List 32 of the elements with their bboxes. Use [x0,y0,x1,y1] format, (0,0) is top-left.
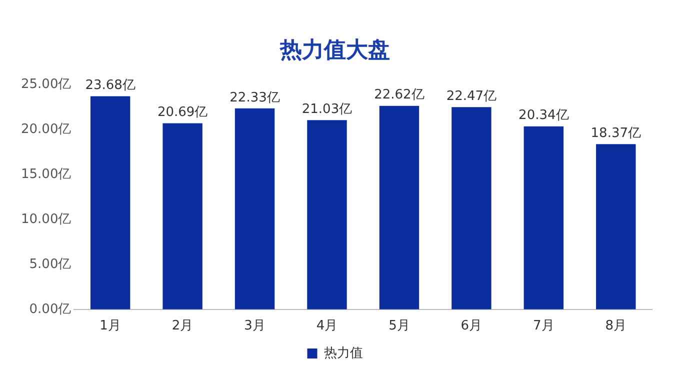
bar [90,96,130,310]
x-tick-label: 3月 [244,318,266,334]
x-tick-label: 4月 [316,318,338,334]
bar [524,126,564,310]
data-label: 18.37亿 [590,126,641,141]
y-tick-label: 25.00亿 [21,76,72,92]
data-label: 22.47亿 [446,89,497,104]
bar [162,123,202,310]
bar [307,120,347,310]
data-label: 20.34亿 [518,108,569,124]
data-label: 21.03亿 [302,102,352,118]
data-label: 22.33亿 [230,90,280,106]
y-tick-label: 15.00亿 [21,166,72,182]
y-tick-label: 0.00亿 [29,302,72,317]
y-tick-label: 10.00亿 [21,212,72,227]
bar [452,107,492,310]
data-label: 23.68亿 [85,78,136,94]
bar [234,108,275,310]
bar [379,106,420,310]
x-tick-label: 1月 [100,318,121,334]
data-label: 22.62亿 [374,88,424,103]
x-tick-label: 7月 [533,318,554,334]
x-tick-label: 2月 [172,318,194,334]
x-tick-label: 8月 [605,318,627,334]
chart-title: 热力值大盘 [279,38,390,63]
x-tick-label: 6月 [460,318,482,334]
y-tick-label: 20.00亿 [21,122,72,137]
legend-label: 热力值 [324,346,363,361]
x-tick-label: 5月 [388,318,410,334]
bar [596,144,636,310]
y-tick-label: 5.00亿 [29,256,72,272]
data-label: 20.69亿 [157,105,208,120]
